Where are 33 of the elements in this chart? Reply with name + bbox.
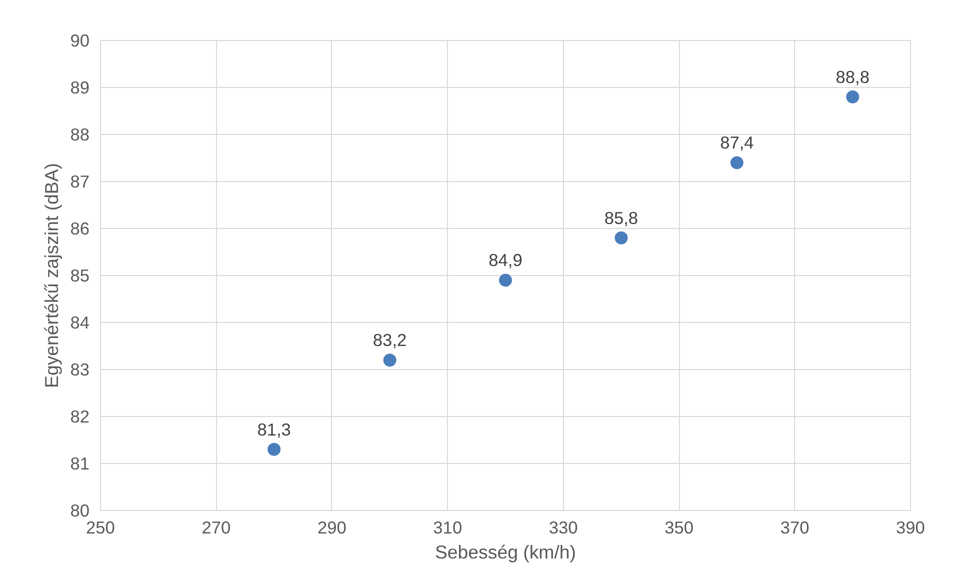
point	[383, 354, 396, 367]
x-tick-label: 370	[780, 518, 810, 538]
point	[268, 442, 281, 456]
data-label: 85,8	[604, 208, 638, 228]
data-label: 87,4	[720, 132, 754, 153]
x-tick-label: 290	[317, 518, 346, 538]
y-tick-label: 87	[70, 172, 90, 192]
x-axis-title: Sebesség (km/h)	[434, 542, 576, 562]
y-tick-label: 80	[70, 500, 90, 520]
y-tick-label: 85	[70, 266, 90, 286]
data-label: 81,3	[257, 419, 291, 440]
point	[730, 156, 744, 170]
y-tick-label: 83	[70, 360, 90, 380]
y-tick-label: 84	[70, 312, 90, 332]
point	[846, 90, 860, 104]
data-label: 83,2	[372, 330, 407, 350]
y-tick-label: 88	[70, 124, 90, 144]
x-tick-label: 350	[664, 518, 694, 538]
y-axis-title: Egyenértékű zajszint (dBA)	[41, 162, 62, 388]
data-label: 88,8	[836, 66, 870, 87]
y-tick-label: 82	[70, 406, 90, 426]
data-label: 84,9	[488, 250, 522, 270]
y-tick-label: 86	[70, 218, 90, 238]
x-tick-label: 270	[202, 518, 231, 538]
x-tick-label: 250	[86, 518, 115, 538]
y-tick-label: 81	[70, 454, 90, 474]
point	[614, 231, 628, 244]
x-tick-label: 390	[896, 518, 925, 538]
x-tick-label: 330	[548, 518, 578, 538]
x-tick-label: 310	[433, 518, 462, 538]
y-tick-label: 90	[70, 30, 90, 50]
point	[499, 274, 512, 287]
y-tick-label: 89	[70, 78, 90, 98]
